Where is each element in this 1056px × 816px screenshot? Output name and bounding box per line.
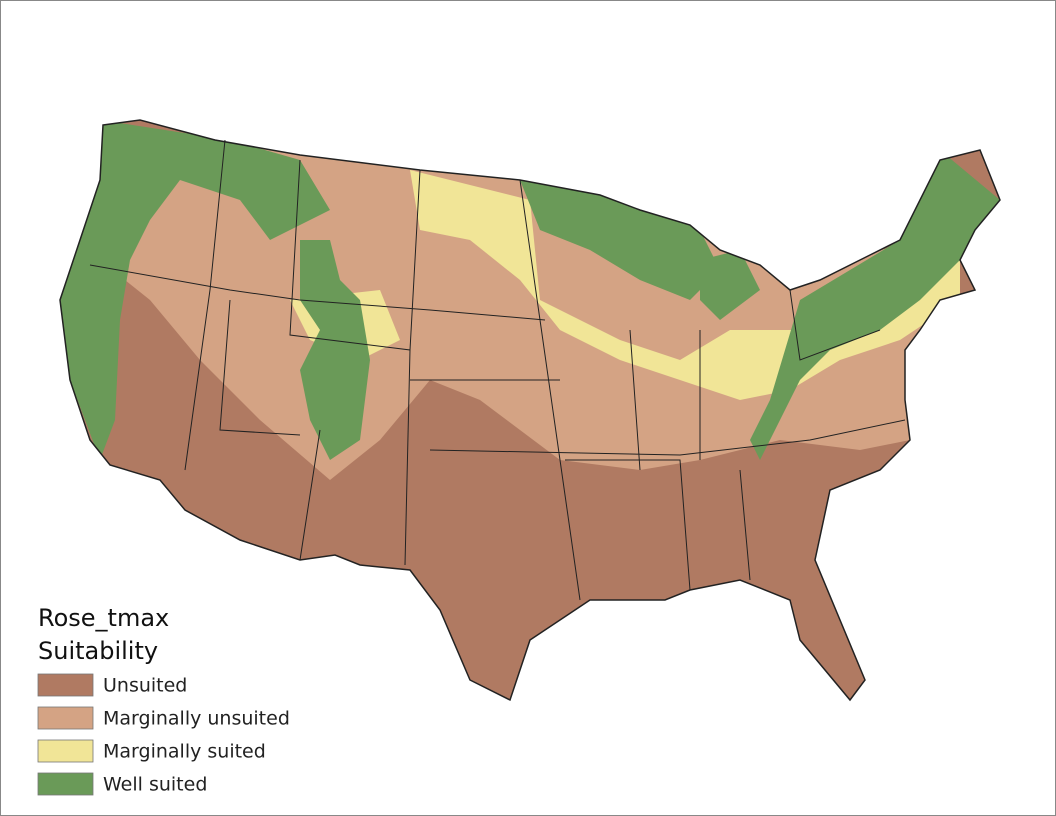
legend-swatch [37, 673, 94, 697]
state-borders [89, 139, 906, 601]
legend-swatch [37, 706, 94, 730]
well-suited-area [520, 180, 720, 300]
legend-title: Suitability [38, 637, 158, 665]
legend-swatch [37, 772, 94, 796]
legend-items: Unsuited Marginally unsuited Marginally su… [37, 673, 290, 796]
well-suited-area [60, 120, 330, 460]
well-suited-area [700, 250, 760, 320]
legend-label: Well suited [103, 774, 207, 796]
country-outline [59, 119, 1001, 702]
legend-label: Marginally unsuited [103, 708, 290, 730]
legend-swatch [37, 739, 94, 763]
well-suited-area [300, 240, 370, 460]
legend: Rose_tmax Suitability Unsuited Marginally… [37, 604, 290, 796]
legend-label: Marginally suited [103, 741, 266, 763]
legend-label: Unsuited [103, 675, 187, 697]
well-suited-area [750, 150, 1000, 460]
legend-title: Rose_tmax [38, 604, 169, 632]
